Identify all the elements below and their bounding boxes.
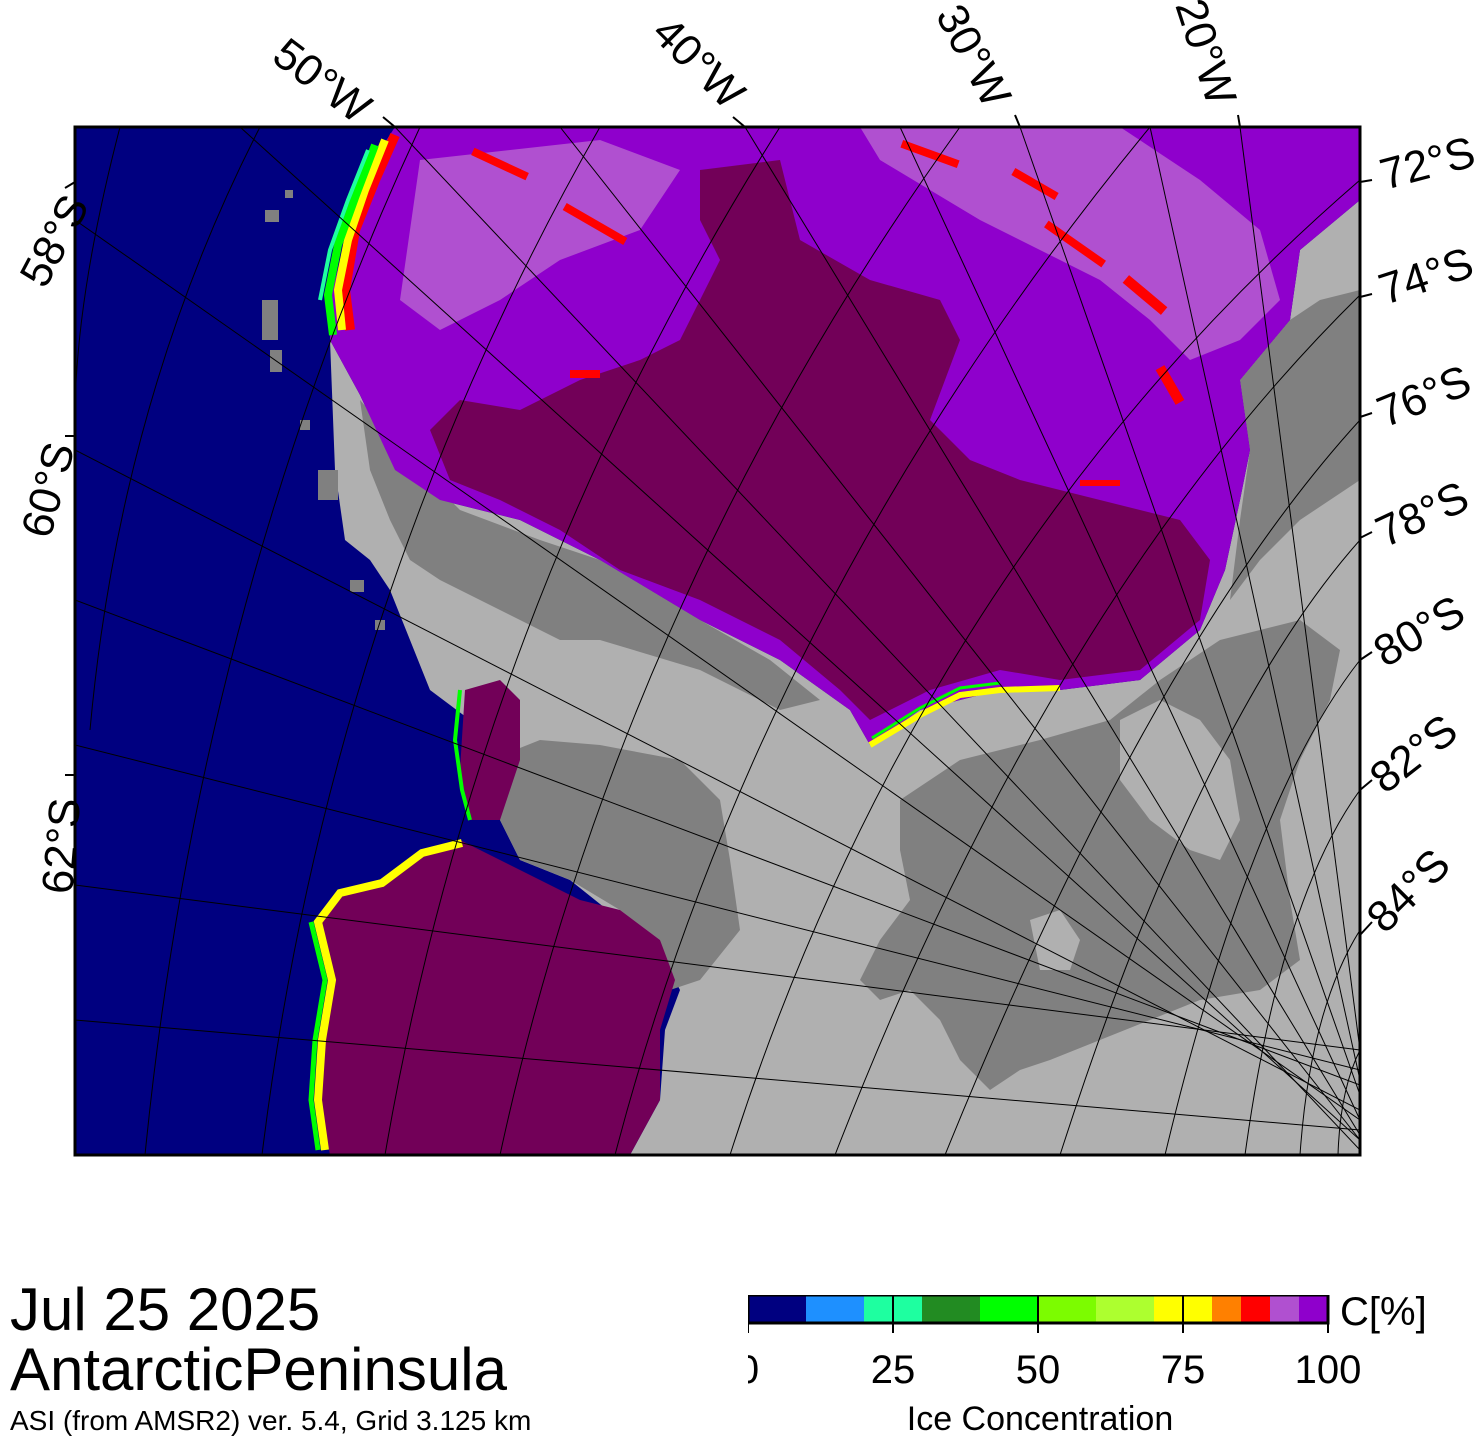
colorbar-bin-80-85 <box>1212 1295 1241 1323</box>
colorbar-bin-85-90 <box>1241 1295 1270 1323</box>
colorbar-bin-90-95 <box>1270 1295 1299 1323</box>
colorbar-bin-50-60 <box>1038 1295 1096 1323</box>
colorbar-unit: C[%] <box>1340 1295 1427 1334</box>
colorbar-bin-95-100 <box>1299 1295 1328 1323</box>
weddell-ice-90-west <box>400 140 680 330</box>
map-caption: Jul 25 2025 AntarcticPeninsula ASI (from… <box>10 1280 531 1438</box>
lat-label-82s: 82°S <box>1361 705 1467 803</box>
lon-label-40w: 40°W <box>643 7 754 118</box>
lat-label-74s: 74°S <box>1373 238 1479 314</box>
lon-label-50w: 50°W <box>264 29 380 133</box>
ice-edge-yellow <box>333 138 389 331</box>
product-info: ASI (from AMSR2) ver. 5.4, Grid 3.125 km <box>10 1405 532 1436</box>
colorbar-title: Ice Concentration <box>907 1400 1174 1438</box>
peninsula-gap-ice <box>460 680 520 820</box>
lat-label-78s: 78°S <box>1369 472 1477 557</box>
ice-shelf-interior <box>490 740 740 990</box>
lat-label-84s: 84°S <box>1357 840 1459 942</box>
ice-stream-east <box>1230 290 1360 600</box>
colorbar-tick-label: 100 <box>1295 1348 1362 1392</box>
colorbar-tick-label: 75 <box>1161 1348 1206 1392</box>
colorbar-tick-label: 50 <box>1016 1348 1061 1392</box>
shelf-ice-edge <box>868 685 1061 748</box>
bellingshausen-ice <box>320 840 675 1155</box>
colorbar-bin-30-40 <box>922 1295 980 1323</box>
colorbar-bin-60-70 <box>1096 1295 1154 1323</box>
lat-label-62s: 62°S <box>33 796 90 896</box>
nunatak-2 <box>1030 910 1080 970</box>
nunatak-1 <box>1120 700 1240 860</box>
colorbar-legend: 0 25 50 75 100 C[%] Ice Concentration <box>748 1295 1427 1438</box>
lat-label-72s: 72°S <box>1375 128 1480 200</box>
ice-edge-green <box>323 143 379 336</box>
colorbar-bin-0-10 <box>748 1295 806 1323</box>
map-date: Jul 25 2025 <box>10 1276 321 1343</box>
ice-edge-cyan <box>318 149 370 301</box>
colorbar-tick-label: 25 <box>871 1348 916 1392</box>
colorbar-ticks: 0 25 50 75 100 <box>748 1295 1361 1392</box>
colorbar-bin-40-50 <box>980 1295 1038 1323</box>
lon-label-30w: 30°W <box>926 0 1020 116</box>
lon-label-20w: 20°W <box>1165 0 1245 111</box>
map-content <box>75 127 1360 1155</box>
peninsula-edge-green <box>452 689 472 821</box>
colorbar-bin-10-20 <box>806 1295 864 1323</box>
map-frame <box>73 125 1362 1157</box>
colorbar-tick-label: 0 <box>748 1348 759 1392</box>
bellingshausen-edge-yellow <box>313 839 463 1151</box>
region-name: AntarcticPeninsula <box>10 1336 507 1403</box>
bellingshausen-edge-green <box>308 921 328 1151</box>
weddell-ice-100-core <box>430 160 1210 720</box>
graticule <box>75 127 1360 1155</box>
leads-red <box>471 139 1185 486</box>
lat-label-76s: 76°S <box>1370 356 1477 437</box>
islands <box>262 190 385 630</box>
tick-marks <box>64 114 1373 936</box>
shelf-ice-edge-green <box>871 681 1001 740</box>
lat-label-80s: 80°S <box>1366 586 1474 676</box>
ice-shelf-filchner <box>360 400 820 710</box>
ice-stream-central <box>860 620 1340 1090</box>
